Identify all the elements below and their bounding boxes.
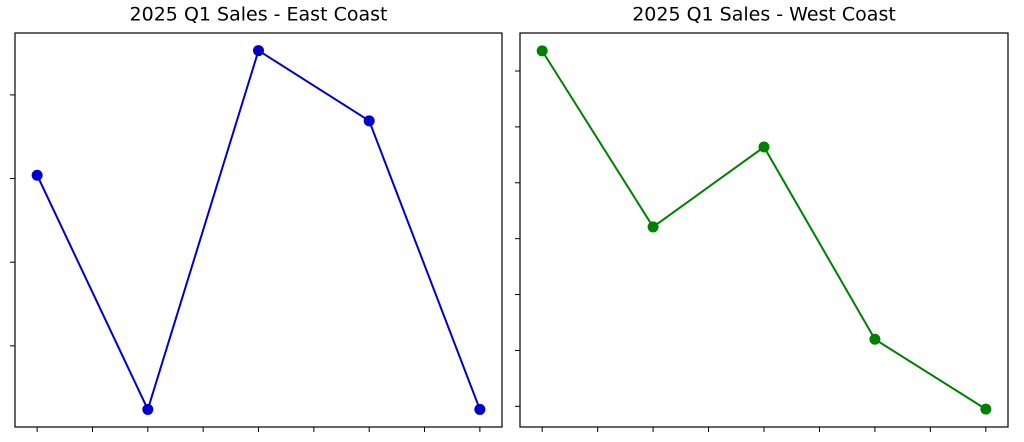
series-line bbox=[36, 49, 481, 413]
chart-title: 2025 Q1 Sales - East Coast bbox=[130, 4, 388, 26]
data-point bbox=[758, 141, 770, 153]
data-point bbox=[647, 221, 659, 233]
data-point bbox=[869, 333, 881, 345]
data-point bbox=[474, 403, 486, 415]
data-point bbox=[980, 403, 992, 415]
plot-frame bbox=[519, 32, 1009, 428]
data-point bbox=[363, 115, 375, 127]
data-point bbox=[536, 45, 548, 57]
series-line bbox=[541, 50, 987, 410]
chart-title: 2025 Q1 Sales - West Coast bbox=[632, 4, 896, 26]
data-point bbox=[253, 45, 264, 57]
data-point bbox=[142, 403, 154, 415]
data-point bbox=[31, 169, 43, 181]
plot-frame bbox=[14, 32, 503, 428]
